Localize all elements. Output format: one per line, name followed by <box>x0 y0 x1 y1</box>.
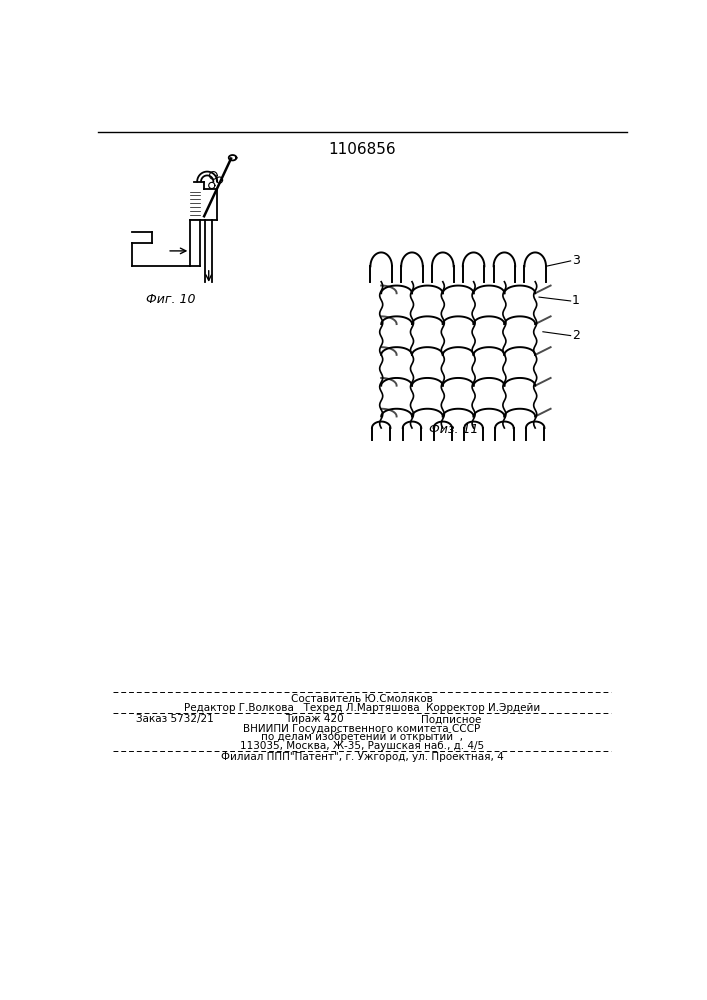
Text: ВНИИПИ Государственного комитета СССР: ВНИИПИ Государственного комитета СССР <box>243 724 481 734</box>
Text: 2: 2 <box>572 329 580 342</box>
Text: 1106856: 1106856 <box>328 142 396 157</box>
Text: Фиг. 10: Фиг. 10 <box>146 293 196 306</box>
Text: 113035, Москва, Ж-35, Раушская наб., д. 4/5: 113035, Москва, Ж-35, Раушская наб., д. … <box>240 741 484 751</box>
Text: Физ. 11: Физ. 11 <box>429 423 479 436</box>
Text: Составитель Ю.Смоляков: Составитель Ю.Смоляков <box>291 694 433 704</box>
Text: 3: 3 <box>572 254 580 267</box>
Text: Заказ 5732/21: Заказ 5732/21 <box>136 714 214 724</box>
Text: 1: 1 <box>572 294 580 307</box>
Text: Подписное: Подписное <box>421 714 481 724</box>
Text: Редактор Г.Волкова   Техред Л.Мартяшова  Корректор И.Эрдейи: Редактор Г.Волкова Техред Л.Мартяшова Ко… <box>184 703 540 713</box>
Text: Филиал ППП"Патент", г. Ужгород, ул. Проектная, 4: Филиал ППП"Патент", г. Ужгород, ул. Прое… <box>221 752 503 762</box>
Text: по делам изобретений и открытий  ,: по делам изобретений и открытий , <box>261 732 463 742</box>
Text: Тираж 420: Тираж 420 <box>285 714 344 724</box>
